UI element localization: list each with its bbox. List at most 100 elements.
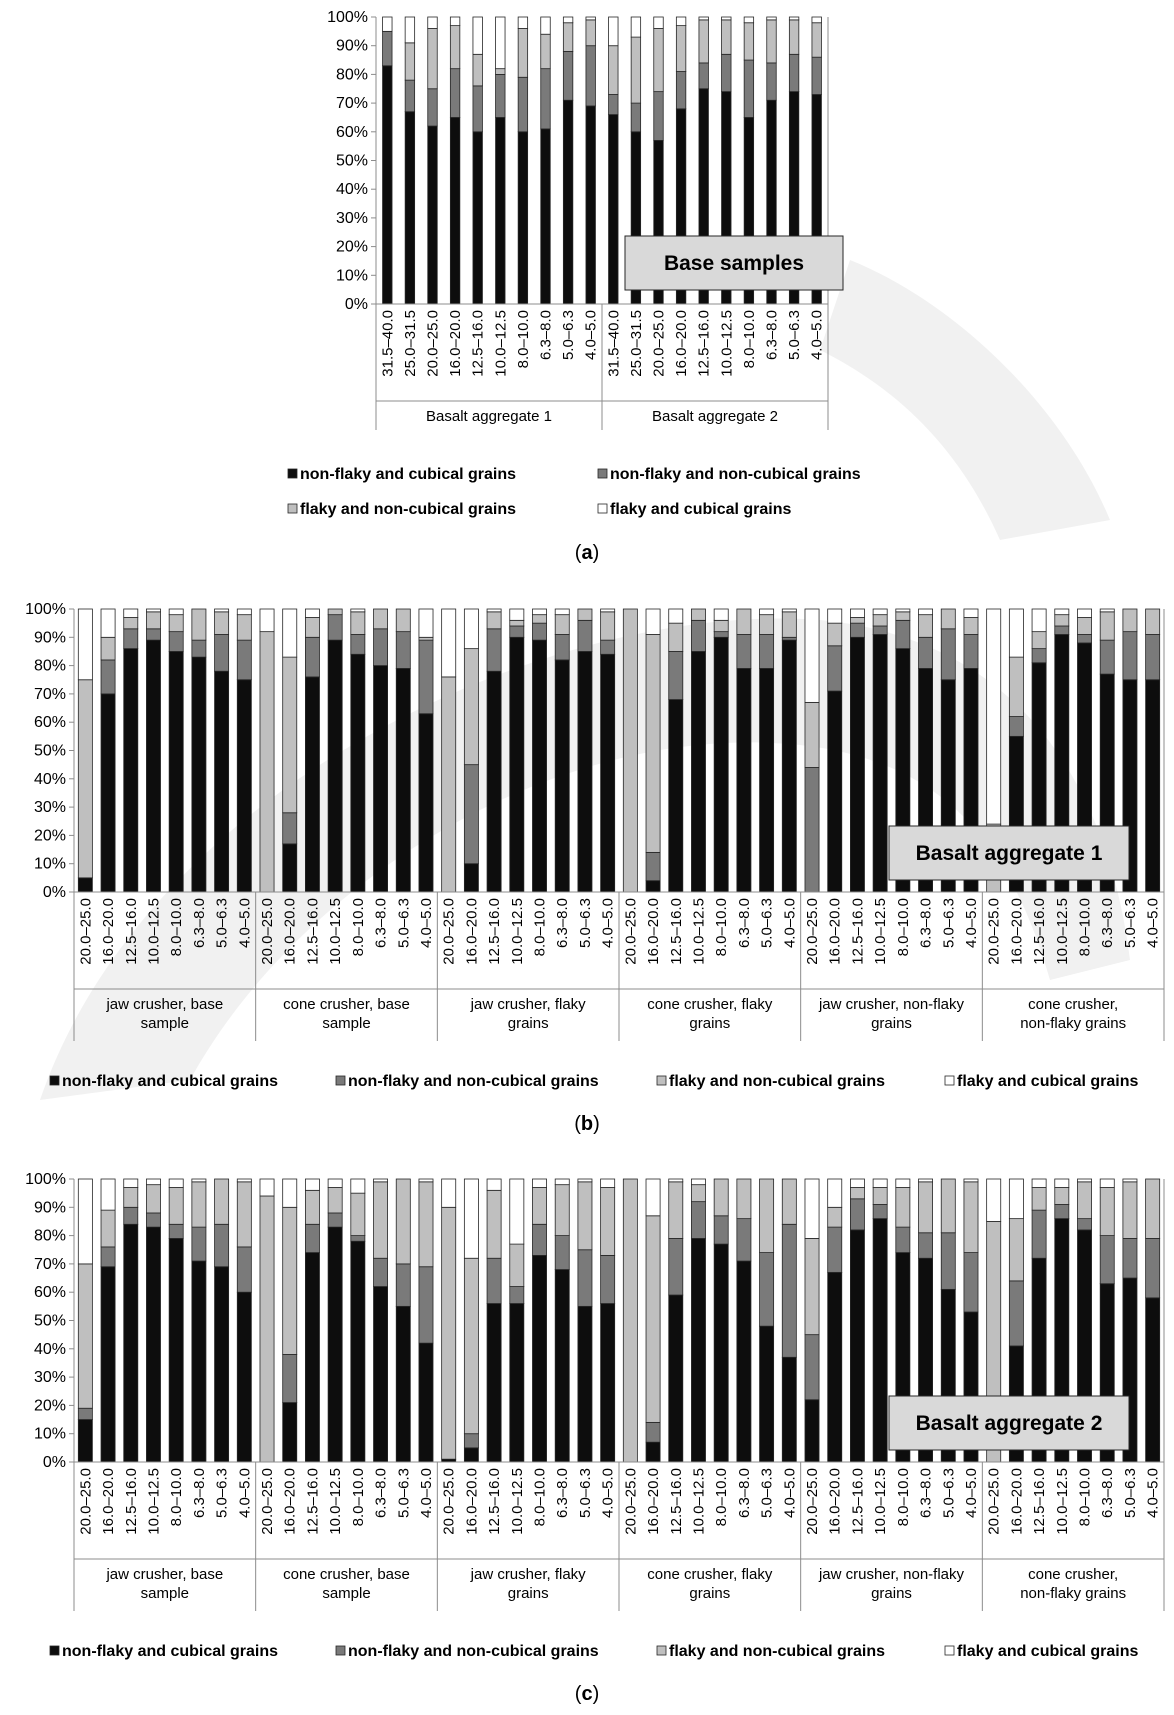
x-tick-label: 31.5–40.0 (605, 310, 622, 377)
bar-segment (554, 608, 570, 616)
x-tick-label: 10.0–12.5 (327, 898, 344, 965)
bar-segment (645, 851, 661, 882)
x-tick-label: 5.0–6.3 (940, 1468, 957, 1518)
x-tick-label: 4.0–5.0 (236, 898, 253, 948)
x-tick-label: 4.0–5.0 (418, 1468, 435, 1518)
bar-segment (236, 639, 252, 681)
x-tick-label: 8.0–10.0 (895, 1468, 912, 1526)
bar-segment (713, 1243, 729, 1463)
bar-segment (373, 628, 388, 666)
bar-segment (940, 608, 956, 630)
bar-segment (872, 634, 888, 893)
chart-badge-box (888, 1395, 1130, 1451)
bar-segment (463, 1178, 479, 1259)
x-tick-label: 4.0–5.0 (600, 1468, 617, 1518)
bar-segment (788, 53, 800, 93)
bar-segment (645, 608, 661, 635)
x-tick-label: 4.0–5.0 (600, 898, 617, 948)
bar-segment (668, 651, 684, 700)
x-tick-label: 5.0–6.3 (560, 310, 577, 360)
x-tick-label: 6.3–8.0 (736, 1468, 753, 1518)
x-tick-label: 8.0–10.0 (168, 898, 185, 956)
bar-segment (373, 1257, 388, 1287)
x-tick-label: 16.0–20.0 (1008, 898, 1025, 965)
bar-segment (653, 16, 664, 29)
bar-segment (214, 608, 230, 613)
bar-segment (532, 1187, 547, 1225)
bar-segment (463, 764, 479, 865)
bar-segment (675, 16, 687, 27)
bar-segment (441, 676, 457, 893)
x-tick-label: 4.0–5.0 (963, 898, 980, 948)
x-tick-label: 4.0–5.0 (781, 1468, 798, 1518)
chart-panel-b: 0% 10% 20% 30% 40% 50% 60% 70% 80% 90% 100% 20.0–25… (25, 601, 1165, 1135)
bar-segment (781, 639, 797, 893)
x-tick-label: 12.5–16.0 (668, 1468, 685, 1535)
bar-segment (562, 99, 574, 305)
x-tick-label: 5.0–6.3 (577, 898, 594, 948)
bar-segment (282, 812, 298, 845)
bar-segment (736, 634, 752, 669)
bar-segment (495, 117, 506, 305)
group-label: jaw crusher, flaky grains (470, 1566, 587, 1602)
bar-segment (486, 1189, 502, 1259)
bar-segment (554, 1269, 570, 1463)
x-tick-label: 12.5–16.0 (304, 1468, 321, 1535)
chart-badge-box (624, 235, 844, 291)
bar-segment (630, 16, 642, 38)
x-tick-label: 5.0–6.3 (395, 898, 412, 948)
bar-segment (395, 608, 411, 633)
bar-segment (675, 25, 687, 72)
bar-segment (517, 16, 529, 29)
y-tick-label: 10% (34, 856, 66, 873)
bar-segment (1122, 631, 1138, 681)
bar-segment (418, 1342, 434, 1463)
x-tick-label: 10.0–12.5 (509, 898, 526, 965)
bar-segment (698, 16, 709, 21)
bar-segment (713, 619, 729, 633)
bar-segment (1008, 1218, 1024, 1282)
bar-segment (675, 71, 687, 110)
bar-segment (986, 608, 1002, 825)
bar-segment (895, 1178, 911, 1188)
x-tick-label: 12.5–16.0 (1031, 1468, 1048, 1535)
bar-segment (630, 102, 642, 133)
bar-segment (1122, 608, 1138, 633)
x-tick-label: 20.0–25.0 (441, 1468, 458, 1535)
group-label: cone crusher, flaky grains (647, 996, 773, 1032)
bar-segment (168, 1223, 184, 1239)
bar-segment (585, 19, 596, 47)
bar-segment (759, 668, 775, 893)
legend-item: non-flaky and non-cubical grains (348, 1643, 599, 1660)
bar-segment (963, 1178, 979, 1183)
bar-segment (850, 608, 865, 618)
bar-segment (259, 608, 275, 633)
bar-segment (509, 1243, 525, 1287)
bar-segment (653, 91, 664, 141)
x-tick-label: 8.0–10.0 (532, 898, 549, 956)
x-tick-label: 20.0–25.0 (804, 898, 821, 965)
bar-segment (350, 1178, 366, 1194)
bar-segment (811, 16, 822, 24)
bar-segment (963, 1181, 979, 1253)
y-tick-label: 70% (34, 1256, 66, 1273)
bar-segment (743, 22, 755, 61)
bar-segment (668, 608, 684, 624)
bar-segment (350, 1235, 366, 1242)
bar-segment (577, 619, 593, 652)
bar-segment (1054, 614, 1070, 627)
bar-segment (766, 19, 777, 64)
bar-segment (1122, 1238, 1138, 1279)
x-tick-label: 25.0–31.5 (402, 310, 419, 377)
bar-segment (327, 614, 343, 641)
bar-segment (622, 608, 638, 893)
y-tick-label: 40% (336, 181, 368, 198)
bar-segment (1008, 1280, 1024, 1347)
bar-segment (850, 1198, 865, 1231)
bar-segment (736, 608, 752, 635)
y-tick-label: 20% (336, 239, 368, 256)
bar-segment (698, 19, 709, 64)
bar-segment (1054, 1204, 1070, 1220)
bar-segment (1031, 1187, 1047, 1211)
bar-segment (1031, 1178, 1047, 1188)
